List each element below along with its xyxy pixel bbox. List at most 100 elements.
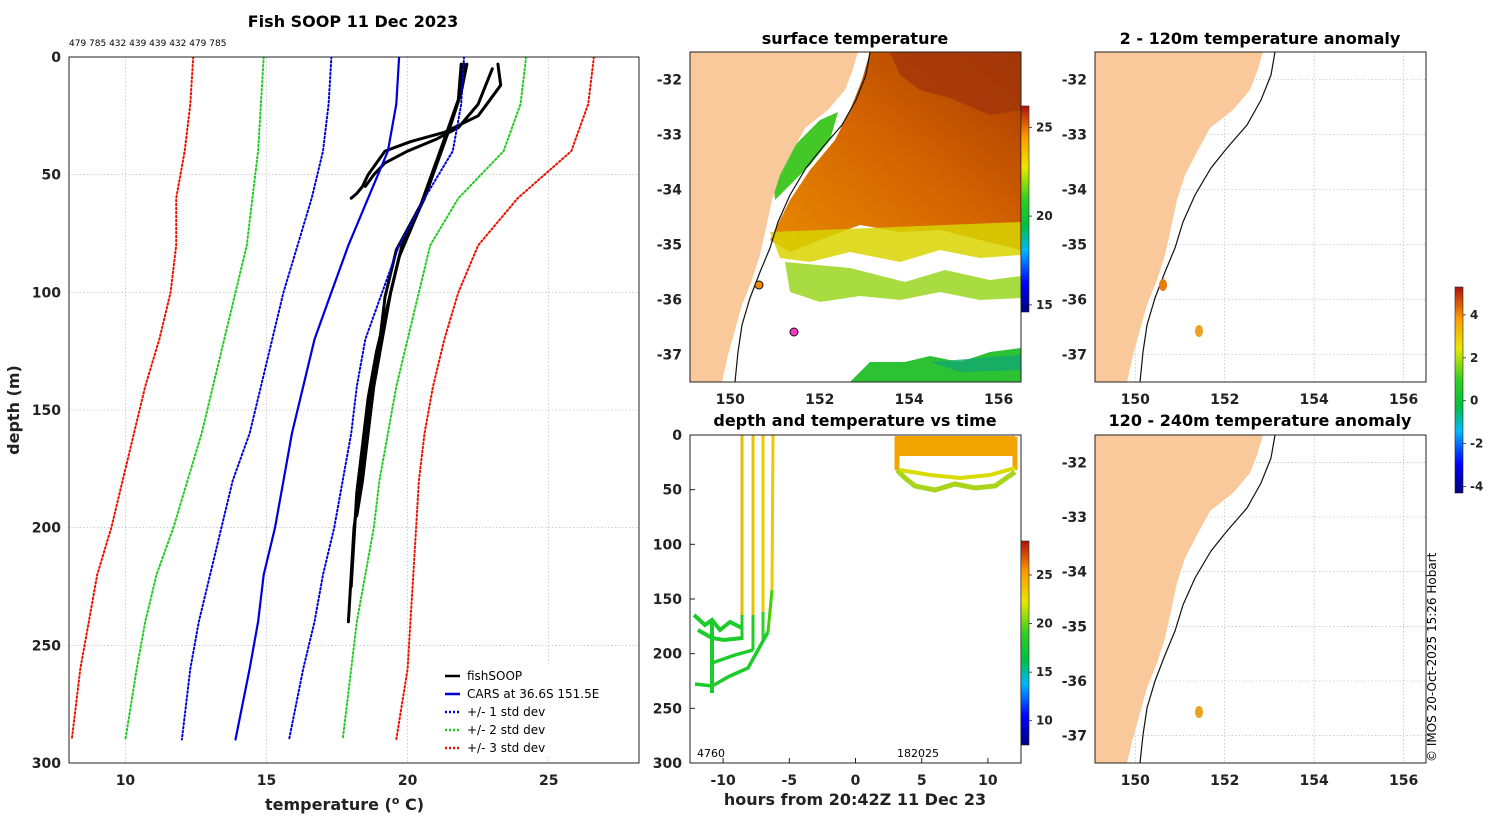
map-xtick: 152 — [1210, 773, 1239, 789]
time-label-right: 182025 — [897, 747, 939, 760]
anomaly-upper-land — [1095, 52, 1263, 382]
sst-contour — [734, 52, 871, 382]
colorbar-tick: -4 — [1470, 480, 1483, 494]
std-lower-line — [124, 57, 265, 741]
colorbar-tick: 4 — [1470, 308, 1478, 322]
profile-ytick: 300 — [32, 756, 61, 772]
time-ytick: 0 — [672, 428, 682, 444]
legend-label: CARS at 36.6S 151.5E — [467, 687, 599, 701]
map-xtick: 152 — [805, 392, 834, 408]
profile-xtick: 10 — [116, 773, 136, 789]
anomaly-upper-title: 2 - 120m temperature anomaly — [1120, 29, 1401, 48]
colorbar-tick: 25 — [1036, 120, 1053, 134]
sst-coastal-band — [772, 112, 838, 200]
anomaly-lower-panel: 120 - 240m temperature anomaly 150 152 154… — [1062, 411, 1427, 789]
map-ytick: -37 — [1062, 729, 1087, 745]
profile-xtick: 20 — [398, 773, 418, 789]
time-xtick: 5 — [917, 773, 927, 789]
colorbar-tick: 15 — [1036, 298, 1053, 312]
map-ytick: -33 — [1062, 128, 1087, 144]
profile-ytick: 0 — [51, 50, 61, 66]
profile-xtick: 15 — [257, 773, 276, 789]
time-xtick: 10 — [978, 773, 998, 789]
time-panel: depth and temperature vs time -10 -5 0 5 100… — [653, 411, 1053, 809]
colorbar-tick: 0 — [1470, 394, 1478, 408]
anomaly-upper-dot-2 — [1195, 325, 1203, 337]
anomaly-upper-contour — [1139, 52, 1276, 382]
time-ytick: 250 — [653, 701, 682, 717]
colorbar-tick: 25 — [1036, 568, 1053, 582]
time-xtick: 0 — [851, 773, 861, 789]
anomaly-lower-dot — [1195, 706, 1203, 718]
map-xtick: 150 — [1121, 773, 1150, 789]
std-lower-line — [180, 57, 333, 741]
time-xlabel: hours from 20:42Z 11 Dec 23 — [724, 790, 986, 809]
colorbar-tick: 10 — [1036, 714, 1053, 728]
map-xtick: 154 — [1300, 392, 1329, 408]
profile-legend: fishSOOP CARS at 36.6S 151.5E +/- 1 std de… — [438, 664, 634, 756]
map-xtick: 154 — [1300, 773, 1329, 789]
colorbar-tick: 20 — [1036, 617, 1053, 631]
sst-colorbar — [1020, 105, 1030, 313]
fishsoop-profile — [349, 62, 503, 200]
profile-ylabel: depth (m) — [4, 365, 23, 455]
sst-title: surface temperature — [762, 29, 949, 48]
fishsoop-profile — [363, 67, 494, 188]
map-xtick: 154 — [895, 392, 924, 408]
legend-label: +/- 2 std dev — [467, 723, 545, 737]
map-ytick: -35 — [657, 238, 682, 254]
anomaly-lower-contour — [1139, 435, 1276, 763]
profile-ytick: 150 — [32, 403, 61, 419]
time-ytick: 50 — [663, 483, 683, 499]
anomaly-colorbar — [1454, 286, 1464, 494]
time-ytick: 150 — [653, 592, 682, 608]
map-xtick: 156 — [984, 392, 1013, 408]
time-ytick: 200 — [653, 647, 682, 663]
profile-top-annotation: 479 785 432 439 439 432 479 785 — [69, 39, 226, 49]
anomaly-upper-panel: 2 - 120m temperature anomaly 150 152 154 15… — [1062, 29, 1484, 494]
map-ytick: -37 — [657, 348, 682, 364]
map-ytick: -35 — [1062, 238, 1087, 254]
map-ytick: -33 — [1062, 510, 1087, 526]
sst-warm-field — [770, 52, 1021, 252]
legend-label: fishSOOP — [467, 669, 522, 683]
map-ytick: -36 — [1062, 674, 1087, 690]
anomaly-lower-land — [1095, 435, 1263, 763]
map-ytick: -33 — [657, 128, 682, 144]
profile-xtick: 25 — [539, 773, 558, 789]
profile-title: Fish SOOP 11 Dec 2023 — [248, 12, 458, 31]
sst-map-panel: surface temperature 150 152 154 156 -32 -33 -3… — [657, 29, 1053, 408]
map-ytick: -34 — [657, 183, 683, 199]
time-label-left: 4760 — [697, 747, 725, 760]
cars-mean-line — [234, 57, 401, 741]
map-ytick: -34 — [1062, 565, 1088, 581]
anomaly-upper-dot-1 — [1159, 279, 1167, 291]
profile-ytick: 250 — [32, 638, 61, 654]
time-title: depth and temperature vs time — [713, 411, 996, 430]
map-ytick: -32 — [1062, 73, 1087, 89]
map-xtick: 156 — [1389, 392, 1418, 408]
sst-south-patch — [850, 348, 1021, 382]
colorbar-tick: 2 — [1470, 351, 1478, 365]
map-xtick: 150 — [1121, 392, 1150, 408]
map-ytick: -35 — [1062, 619, 1087, 635]
credit-text: © IMOS 20-Oct-2025 15:26 Hobart — [1425, 552, 1439, 762]
sst-marker-1 — [754, 280, 764, 290]
map-ytick: -36 — [1062, 293, 1087, 309]
sst-land — [690, 52, 858, 382]
profile-panel: Fish SOOP 11 Dec 2023 479 785 432 439 43… — [4, 12, 640, 814]
profile-xlabel: temperature (o C) — [265, 794, 424, 814]
legend-label: +/- 1 std dev — [467, 705, 545, 719]
std-upper-line — [395, 57, 595, 741]
colorbar-tick: 20 — [1036, 209, 1053, 223]
colorbar-tick: 15 — [1036, 665, 1053, 679]
profile-ytick: 100 — [32, 285, 61, 301]
anomaly-lower-title: 120 - 240m temperature anomaly — [1109, 411, 1412, 430]
map-ytick: -32 — [1062, 455, 1087, 471]
fishsoop-profile — [349, 62, 463, 588]
time-xtick: -5 — [782, 773, 798, 789]
profile-ytick: 50 — [42, 168, 62, 184]
map-ytick: -37 — [1062, 348, 1087, 364]
std-lower-line — [70, 57, 195, 741]
